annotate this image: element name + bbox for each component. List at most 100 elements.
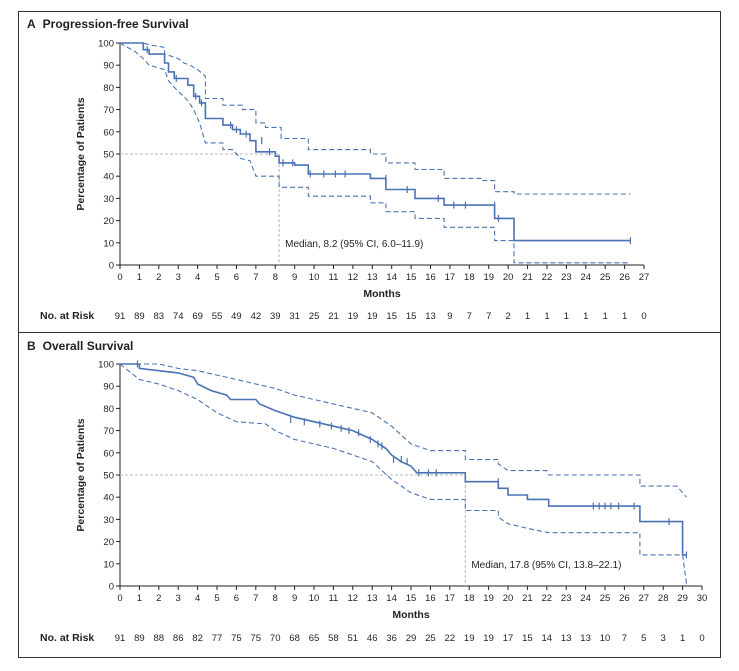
pfs-risk-value: 7 (467, 311, 472, 322)
pfs-y-tick-label: 80 (103, 83, 114, 94)
os-x-tick-label: 10 (309, 593, 320, 604)
pfs-x-axis-title: Months (363, 288, 400, 300)
pfs-risk-value: 83 (154, 311, 165, 322)
os-x-tick-label: 17 (445, 593, 456, 604)
pfs-y-tick-label: 100 (98, 39, 114, 50)
os-risk-value: 5 (641, 633, 646, 644)
pfs-risk-value: 1 (564, 311, 569, 322)
pfs-risk-value: 21 (328, 311, 339, 322)
pfs-y-tick-label: 30 (103, 194, 114, 205)
os-risk-value: 1 (680, 633, 685, 644)
pfs-risk-value: 7 (486, 311, 491, 322)
os-risk-value: 46 (367, 633, 378, 644)
pfs-x-tick-label: 1 (137, 272, 142, 283)
pfs-x-tick-label: 21 (522, 272, 533, 283)
pfs-x-tick-label: 13 (367, 272, 378, 283)
os-x-tick-label: 14 (386, 593, 397, 604)
pfs-risk-value: 15 (386, 311, 397, 322)
os-x-tick-label: 23 (561, 593, 572, 604)
pfs-y-tick-label: 90 (103, 61, 114, 72)
pfs-risk-value: 19 (367, 311, 378, 322)
os-x-tick-label: 4 (195, 593, 200, 604)
os-risk-label: No. at Risk (40, 632, 94, 644)
os-ci-upper-line (120, 363, 687, 498)
pfs-y-tick-label: 70 (103, 105, 114, 116)
panel-b-letter: B (27, 339, 36, 353)
pfs-estimate-line (120, 42, 631, 242)
pfs-x-tick-label: 11 (329, 272, 339, 283)
os-x-tick-label: 6 (234, 593, 239, 604)
os-risk-value: 22 (445, 633, 456, 644)
os-risk-value: 17 (503, 633, 514, 644)
pfs-risk-label: No. at Risk (40, 310, 94, 322)
panel-b-title: B Overall Survival (27, 339, 133, 353)
os-y-axis-title: Percentage of Patients (75, 418, 87, 531)
pfs-risk-value: 91 (115, 311, 126, 322)
os-risk-value: 70 (270, 633, 281, 644)
pfs-x-tick-label: 9 (292, 272, 297, 283)
pfs-risk-value: 13 (425, 311, 436, 322)
pfs-x-tick-label: 26 (619, 272, 630, 283)
os-risk-value: 36 (386, 633, 397, 644)
pfs-x-tick-label: 17 (445, 272, 456, 283)
os-y-tick-label: 70 (103, 426, 114, 437)
os-ci-lower-line (119, 363, 688, 584)
pfs-x-tick-label: 18 (464, 272, 475, 283)
os-x-tick-label: 25 (600, 593, 611, 604)
os-x-tick-label: 30 (697, 593, 708, 604)
pfs-risk-value: 49 (231, 311, 242, 322)
pfs-y-tick-label: 50 (103, 150, 114, 161)
pfs-y-axis-title: Percentage of Patients (75, 97, 87, 210)
os-risk-value: 51 (348, 633, 359, 644)
os-risk-value: 29 (406, 633, 417, 644)
os-x-tick-label: 7 (253, 593, 258, 604)
panel-b-title-text: Overall Survival (42, 339, 134, 353)
os-x-tick-label: 5 (214, 593, 219, 604)
os-risk-value: 15 (522, 633, 533, 644)
pfs-x-tick-label: 16 (425, 272, 436, 283)
os-x-tick-label: 18 (464, 593, 475, 604)
os-y-tick-label: 60 (103, 448, 114, 459)
os-x-tick-label: 27 (639, 593, 650, 604)
os-y-tick-label: 0 (109, 582, 114, 593)
pfs-x-tick-label: 24 (580, 272, 591, 283)
os-x-tick-label: 2 (156, 593, 161, 604)
os-x-tick-label: 20 (503, 593, 514, 604)
os-x-tick-label: 24 (580, 593, 591, 604)
pfs-x-tick-label: 22 (542, 272, 553, 283)
os-x-tick-label: 28 (658, 593, 669, 604)
os-risk-value: 86 (173, 633, 184, 644)
pfs-y-tick-label: 0 (109, 261, 114, 272)
os-risk-value: 3 (661, 633, 666, 644)
os-x-tick-label: 3 (176, 593, 181, 604)
pfs-risk-value: 42 (251, 311, 262, 322)
pfs-risk-value: 74 (173, 311, 184, 322)
pfs-x-tick-label: 5 (214, 272, 219, 283)
pfs-median-annotation: Median, 8.2 (95% CI, 6.0–11.9) (285, 239, 423, 250)
panel-a-letter: A (27, 17, 36, 31)
os-risk-value: 7 (622, 633, 627, 644)
os-risk-value: 13 (580, 633, 591, 644)
os-y-tick-label: 40 (103, 493, 114, 504)
os-x-tick-label: 11 (328, 593, 338, 604)
os-risk-value: 75 (251, 633, 262, 644)
pfs-risk-value: 31 (289, 311, 300, 322)
pfs-risk-value: 39 (270, 311, 281, 322)
pfs-x-tick-label: 25 (600, 272, 611, 283)
pfs-risk-value: 1 (622, 311, 627, 322)
pfs-x-tick-label: 3 (176, 272, 181, 283)
os-y-tick-label: 80 (103, 404, 114, 415)
os-median-annotation: Median, 17.8 (95% CI, 13.8–22.1) (471, 560, 621, 571)
pfs-risk-value: 19 (348, 311, 359, 322)
pfs-risk-value: 1 (583, 311, 588, 322)
os-x-tick-label: 26 (619, 593, 630, 604)
pfs-x-tick-label: 10 (309, 272, 320, 283)
os-risk-value: 88 (154, 633, 165, 644)
pfs-risk-value: 25 (309, 311, 320, 322)
os-y-tick-label: 90 (103, 382, 114, 393)
os-x-tick-label: 0 (117, 593, 122, 604)
pfs-x-tick-label: 0 (117, 272, 122, 283)
pfs-x-tick-label: 12 (348, 272, 359, 283)
